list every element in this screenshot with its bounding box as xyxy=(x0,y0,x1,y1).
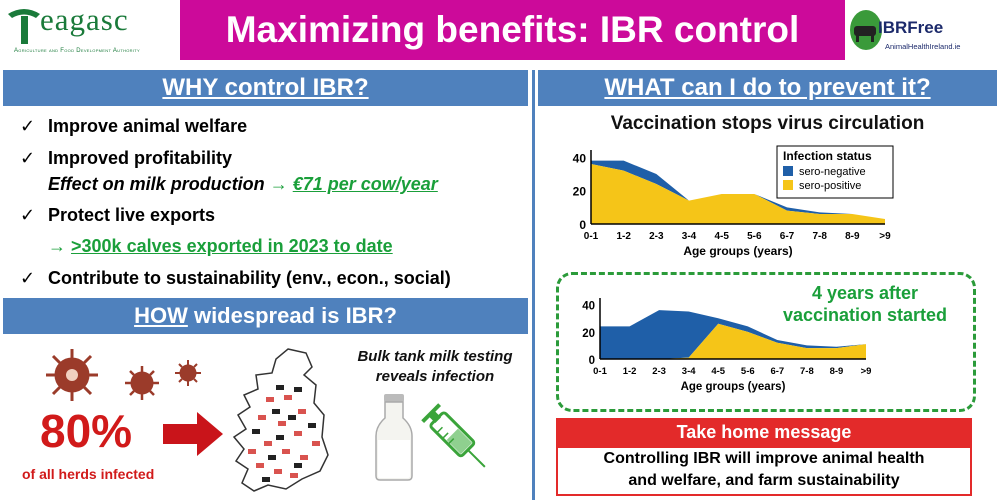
item-label: Improve animal welfare xyxy=(48,116,248,136)
virus-icon xyxy=(46,349,98,401)
legend-label: sero-positive xyxy=(799,180,861,192)
teagasc-wordmark: eagasc xyxy=(40,2,129,37)
x-axis-label: Age groups (years) xyxy=(683,244,792,258)
milk-effect-value: €71 per cow/year xyxy=(292,174,438,194)
y-tick-label: 20 xyxy=(573,185,587,199)
chart-before-vaccination: 0 20 40 0-1 1-2 2-3 3-4 4-5 5-6 6-7 7-8 8-9 >9 Age gr… xyxy=(573,145,894,258)
x-tick-label: 0-1 xyxy=(593,366,607,377)
list-item: ✓ Protect live exports xyxy=(20,205,215,226)
check-mark-icon: ✓ xyxy=(20,205,36,225)
x-tick-label: >9 xyxy=(861,366,872,377)
x-tick-label: 6-7 xyxy=(780,231,795,242)
teagasc-logo: eagasc Agriculture and Food Development … xyxy=(0,0,180,60)
arrow-right-icon: → xyxy=(48,236,66,256)
item-label: Protect live exports xyxy=(48,205,216,225)
x-tick-label: 0-1 xyxy=(584,231,599,242)
ibrfree-url: AnimalHealthIreland.ie xyxy=(885,42,961,51)
why-heading: WHY control IBR? xyxy=(3,70,528,106)
infection-percent: 80% xyxy=(40,405,133,457)
x-tick-label: 4-5 xyxy=(714,231,729,242)
take-home-body: Controlling IBR will improve animal heal… xyxy=(556,446,972,496)
y-tick-label: 40 xyxy=(573,151,587,165)
after-vaccination-box xyxy=(556,272,976,412)
x-tick-label: 5-6 xyxy=(747,231,762,242)
x-tick-label: 4-5 xyxy=(711,366,725,377)
x-tick-label: 7-8 xyxy=(800,366,814,377)
legend-box xyxy=(776,145,894,199)
legend-label: sero-negative xyxy=(799,166,866,178)
x-tick-label: 5-6 xyxy=(741,366,755,377)
area-sero-negative xyxy=(591,160,885,219)
y-tick-label: 20 xyxy=(582,328,595,340)
arrow-right-icon: → xyxy=(269,174,288,194)
virus-icon xyxy=(125,366,159,400)
x-tick-label: 2-3 xyxy=(652,366,666,377)
ibrfree-logo: IBRFree AnimalHealthIreland.ie xyxy=(845,0,1000,60)
x-tick-label: 7-8 xyxy=(812,231,827,242)
after-vaccination-note: 4 years after vaccination started xyxy=(760,282,970,326)
y-tick-label: 0 xyxy=(589,355,595,367)
how-heading: HOW widespread is IBR? xyxy=(3,298,528,334)
item-label: Improved profitability xyxy=(48,148,233,168)
x-tick-label: 8-9 xyxy=(845,231,860,242)
take-home-line-2: and welfare, and farm sustainability xyxy=(628,472,900,489)
virus-icons xyxy=(46,349,201,401)
chart-after-vaccination: 0 20 40 0-1 1-2 2-3 3-4 4-5 5-6 6-7 7-8 8-9 >9 Age gr… xyxy=(582,298,872,393)
list-item: ✓ Contribute to sustainability (env., eco… xyxy=(20,268,451,289)
legend-swatch xyxy=(783,166,793,176)
area-sero-positive xyxy=(591,164,885,224)
ibrfree-wordmark: IBRFree xyxy=(878,18,944,37)
chart-1-title: Vaccination stops virus circulation xyxy=(610,113,925,134)
note-line-1: 4 years after xyxy=(811,283,919,303)
exports-line: → >300k calves exported in 2023 to date xyxy=(48,236,393,257)
x-tick-label: 3-4 xyxy=(682,231,697,242)
x-tick-label: 1-2 xyxy=(623,366,637,377)
bulk-milk-line-2: reveals infection xyxy=(375,368,495,385)
check-mark-icon: ✓ xyxy=(20,148,36,168)
virus-icon xyxy=(175,360,201,386)
x-tick-label: >9 xyxy=(879,231,891,242)
x-tick-label: 8-9 xyxy=(830,366,844,377)
milk-bottle-icon xyxy=(375,394,413,481)
x-tick-label: 1-2 xyxy=(616,231,631,242)
y-tick-label: 0 xyxy=(579,218,586,232)
note-line-2: vaccination started xyxy=(782,305,948,325)
cow-map-icon xyxy=(850,10,882,50)
check-mark-icon: ✓ xyxy=(20,268,36,288)
teagasc-tagline: Agriculture and Food Development Authori… xyxy=(14,48,140,54)
item-label: Contribute to sustainability (env., econ… xyxy=(48,268,451,288)
how-heading-rest: widespread is IBR? xyxy=(187,303,397,328)
page-title: Maximizing benefits: IBR control xyxy=(225,9,800,50)
exports-value: >300k calves exported in 2023 to date xyxy=(71,236,393,256)
check-mark-icon: ✓ xyxy=(20,116,36,136)
list-item: ✓ Improved profitability xyxy=(20,148,232,169)
x-tick-label: 2-3 xyxy=(649,231,664,242)
area-sero-positive xyxy=(600,323,866,359)
milk-effect-line: Effect on milk production → €71 per cow/… xyxy=(48,174,438,195)
legend-swatch xyxy=(783,180,793,190)
list-item: ✓ Improve animal welfare xyxy=(20,116,247,137)
area-sero-negative xyxy=(600,310,866,359)
x-axis-label: Age groups (years) xyxy=(681,381,786,393)
legend-title: Infection status xyxy=(783,149,872,163)
how-heading-prefix: HOW xyxy=(134,303,188,328)
y-tick-label: 40 xyxy=(582,301,595,313)
take-home-heading: Take home message xyxy=(556,418,972,446)
what-heading: WHAT can I do to prevent it? xyxy=(538,70,997,106)
x-tick-label: 6-7 xyxy=(770,366,784,377)
infection-caption: of all herds infected xyxy=(22,466,155,482)
teagasc-t-icon xyxy=(8,9,40,44)
column-divider xyxy=(532,70,535,500)
arrow-right-icon xyxy=(163,412,223,456)
bulk-milk-line-1: Bulk tank milk testing xyxy=(357,348,513,365)
title-banner: Maximizing benefits: IBR control xyxy=(180,0,845,60)
take-home-line-1: Controlling IBR will improve animal heal… xyxy=(603,450,925,467)
ireland-map-icon xyxy=(232,348,329,492)
x-tick-label: 3-4 xyxy=(682,366,696,377)
syringe-icon xyxy=(421,403,486,468)
milk-effect-label: Effect on milk production xyxy=(48,174,265,194)
bulk-milk-caption: Bulk tank milk testing reveals infection xyxy=(340,347,530,387)
